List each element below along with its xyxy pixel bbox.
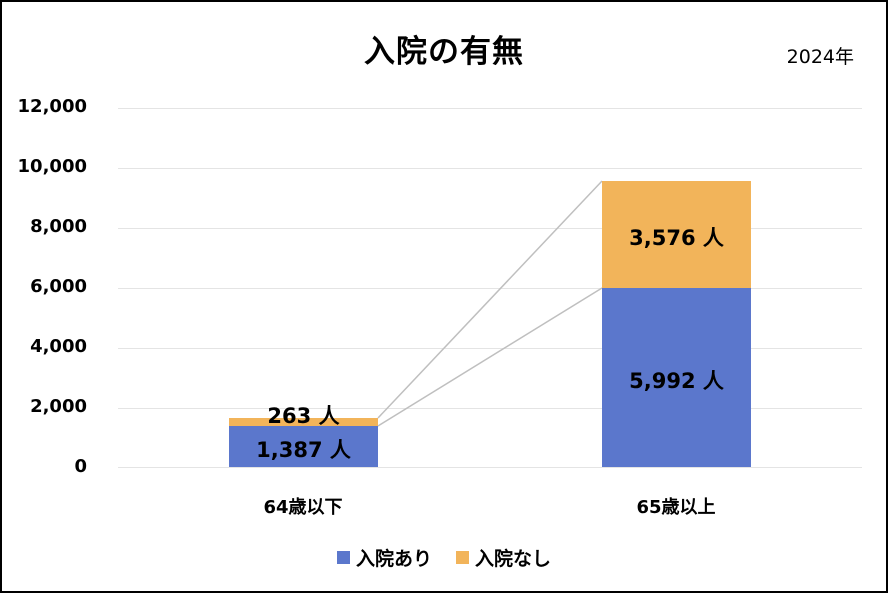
chart-title: 入院の有無 (364, 34, 524, 70)
year-label: 2024年 (786, 46, 854, 68)
y-tick-label: 12,000 (17, 96, 87, 117)
legend-label: 入院あり (355, 548, 432, 570)
gridline-6000 (118, 288, 862, 289)
y-tick-label: 6,000 (30, 276, 87, 297)
gridline-4000 (118, 348, 862, 349)
gridline-12000 (118, 108, 862, 109)
data-label: 1,387 人 (256, 438, 351, 462)
legend-item-admitted[interactable]: 入院あり (336, 544, 432, 571)
bar-65-over-not-admitted: 3,576 人 (602, 181, 751, 288)
data-label: 5,992 人 (629, 369, 724, 393)
x-axis-label: 65歳以上 (636, 497, 716, 518)
data-label: 3,576 人 (629, 226, 724, 250)
bar-64-under-admitted: 1,387 人 (229, 426, 378, 467)
data-label: 263 人 (267, 404, 340, 428)
bar-65-over-admitted: 5,992 人 (602, 288, 751, 467)
bar-64-under-not-admitted: 263 人 (229, 404, 378, 428)
legend-swatch-icon (336, 551, 350, 564)
x-axis-label: 64歳以下 (263, 497, 343, 518)
gridline-2000 (118, 408, 862, 409)
legend-swatch-icon (456, 551, 469, 564)
legend: 入院あり 入院なし (0, 544, 888, 571)
legend-item-not-admitted[interactable]: 入院なし (456, 544, 551, 571)
gridline-0 (118, 467, 862, 468)
gridline-8000 (118, 228, 862, 229)
y-tick-label: 8,000 (30, 216, 87, 237)
legend-label: 入院なし (475, 548, 552, 570)
y-tick-label: 4,000 (30, 336, 87, 357)
gridline-10000 (118, 168, 862, 169)
y-tick-label: 0 (74, 456, 87, 477)
y-tick-label: 10,000 (17, 156, 87, 177)
y-tick-label: 2,000 (30, 396, 87, 417)
